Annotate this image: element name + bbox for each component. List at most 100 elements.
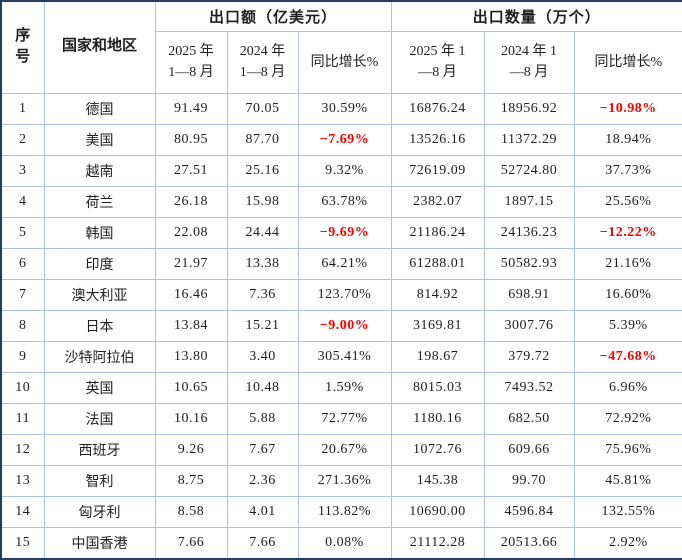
cell-value-yoy: 123.70% [297,278,392,311]
col-header-qty-2025: 2025 年 1 —8 月 [390,30,485,94]
cell-value-2025: 91.49 [154,92,228,125]
cell-qty-2025: 72619.09 [390,154,485,187]
cell-value-yoy: 0.08% [297,527,392,560]
cell-value-2024: 3.40 [226,340,299,374]
col-header-value-2025: 2025 年 1—8 月 [154,30,228,94]
cell-value-2025: 26.18 [154,185,228,218]
cell-qty-2024: 379.72 [483,340,575,374]
cell-serial: 11 [0,403,45,436]
cell-serial: 12 [0,434,45,467]
cell-value-2024: 24.44 [226,216,299,249]
cell-country: 越南 [43,154,156,187]
table-row: 4 荷兰 26.18 15.98 63.78% 2382.07 1897.15 … [0,185,682,218]
cell-value-2025: 10.16 [154,403,228,436]
table-row: 8 日本 13.84 15.21 −9.00% 3169.81 3007.76 … [0,309,682,343]
cell-value-yoy: 20.67% [297,434,392,467]
cell-value-yoy: 305.41% [297,340,392,374]
cell-value-2025: 80.95 [154,123,228,156]
cell-value-2025: 8.75 [154,465,228,498]
cell-qty-yoy: −10.98% [573,92,682,125]
cell-value-yoy: −9.69% [297,216,392,249]
col-header-value-2024: 2024 年 1—8 月 [226,30,299,94]
cell-qty-yoy: 6.96% [573,372,682,405]
cell-value-2025: 22.08 [154,216,228,249]
cell-value-yoy: 30.59% [297,92,392,125]
cell-qty-2024: 7493.52 [483,372,575,405]
cell-qty-yoy: 72.92% [573,403,682,436]
cell-value-2024: 5.88 [226,403,299,436]
cell-qty-yoy: 18.94% [573,123,682,156]
cell-qty-yoy: −12.22% [573,216,682,249]
table-row: 12 西班牙 9.26 7.67 20.67% 1072.76 609.66 7… [0,434,682,467]
cell-country: 德国 [43,92,156,125]
cell-value-2025: 13.80 [154,340,228,374]
cell-qty-yoy: 132.55% [573,496,682,529]
cell-qty-2024: 20513.66 [483,527,575,560]
table-row: 5 韩国 22.08 24.44 −9.69% 21186.24 24136.2… [0,216,682,249]
cell-value-2025: 10.65 [154,372,228,405]
cell-serial: 13 [0,465,45,498]
cell-country: 智利 [43,465,156,498]
cell-qty-2024: 1897.15 [483,185,575,218]
group-header-export-quantity: 出口数量（万个） [390,0,682,32]
cell-qty-2025: 1180.16 [390,403,485,436]
cell-qty-yoy: 5.39% [573,309,682,343]
table-row: 9 沙特阿拉伯 13.80 3.40 305.41% 198.67 379.72… [0,340,682,374]
cell-qty-2024: 24136.23 [483,216,575,249]
cell-value-2024: 4.01 [226,496,299,529]
cell-value-2024: 10.48 [226,372,299,405]
cell-value-2024: 13.38 [226,247,299,280]
cell-value-2025: 16.46 [154,278,228,311]
cell-country: 中国香港 [43,527,156,560]
cell-qty-2025: 814.92 [390,278,485,311]
cell-country: 澳大利亚 [43,278,156,311]
cell-country: 西班牙 [43,434,156,467]
cell-value-2025: 27.51 [154,154,228,187]
cell-qty-2025: 61288.01 [390,247,485,280]
cell-value-2024: 15.21 [226,309,299,343]
cell-value-yoy: 113.82% [297,496,392,529]
cell-country: 法国 [43,403,156,436]
cell-serial: 7 [0,278,45,311]
table-row: 7 澳大利亚 16.46 7.36 123.70% 814.92 698.91 … [0,278,682,311]
table-row: 1 德国 91.49 70.05 30.59% 16876.24 18956.9… [0,92,682,125]
cell-qty-2024: 3007.76 [483,309,575,343]
cell-value-yoy: 9.32% [297,154,392,187]
cell-value-2025: 13.84 [154,309,228,343]
cell-country: 日本 [43,309,156,343]
cell-qty-yoy: 45.81% [573,465,682,498]
cell-value-yoy: −7.69% [297,123,392,156]
cell-value-2024: 7.36 [226,278,299,311]
table-row: 2 美国 80.95 87.70 −7.69% 13526.16 11372.2… [0,123,682,156]
cell-value-2025: 7.66 [154,527,228,560]
col-header-qty-2024: 2024 年 1 —8 月 [483,30,575,94]
col-header-value-yoy: 同比增长% [297,30,392,94]
table-row: 10 英国 10.65 10.48 1.59% 8015.03 7493.52 … [0,372,682,405]
col-header-serial: 序 号 [0,0,45,94]
cell-serial: 14 [0,496,45,529]
cell-qty-2025: 2382.07 [390,185,485,218]
cell-value-2024: 7.66 [226,527,299,560]
cell-serial: 10 [0,372,45,405]
cell-qty-2025: 10690.00 [390,496,485,529]
cell-value-2024: 70.05 [226,92,299,125]
cell-qty-yoy: 2.92% [573,527,682,560]
cell-qty-2024: 11372.29 [483,123,575,156]
cell-qty-2024: 99.70 [483,465,575,498]
cell-qty-2024: 50582.93 [483,247,575,280]
cell-qty-yoy: 25.56% [573,185,682,218]
cell-value-2024: 7.67 [226,434,299,467]
cell-country: 印度 [43,247,156,280]
col-header-country: 国家和地区 [43,0,156,94]
table-row: 14 匈牙利 8.58 4.01 113.82% 10690.00 4596.8… [0,496,682,529]
cell-value-yoy: 63.78% [297,185,392,218]
group-header-export-value: 出口额（亿美元） [154,0,392,32]
cell-country: 匈牙利 [43,496,156,529]
cell-value-yoy: 1.59% [297,372,392,405]
table-body: 1 德国 91.49 70.05 30.59% 16876.24 18956.9… [0,92,682,560]
cell-value-2024: 87.70 [226,123,299,156]
cell-value-yoy: 72.77% [297,403,392,436]
cell-qty-2025: 13526.16 [390,123,485,156]
table-row: 6 印度 21.97 13.38 64.21% 61288.01 50582.9… [0,247,682,280]
col-header-qty-yoy: 同比增长% [573,30,682,94]
